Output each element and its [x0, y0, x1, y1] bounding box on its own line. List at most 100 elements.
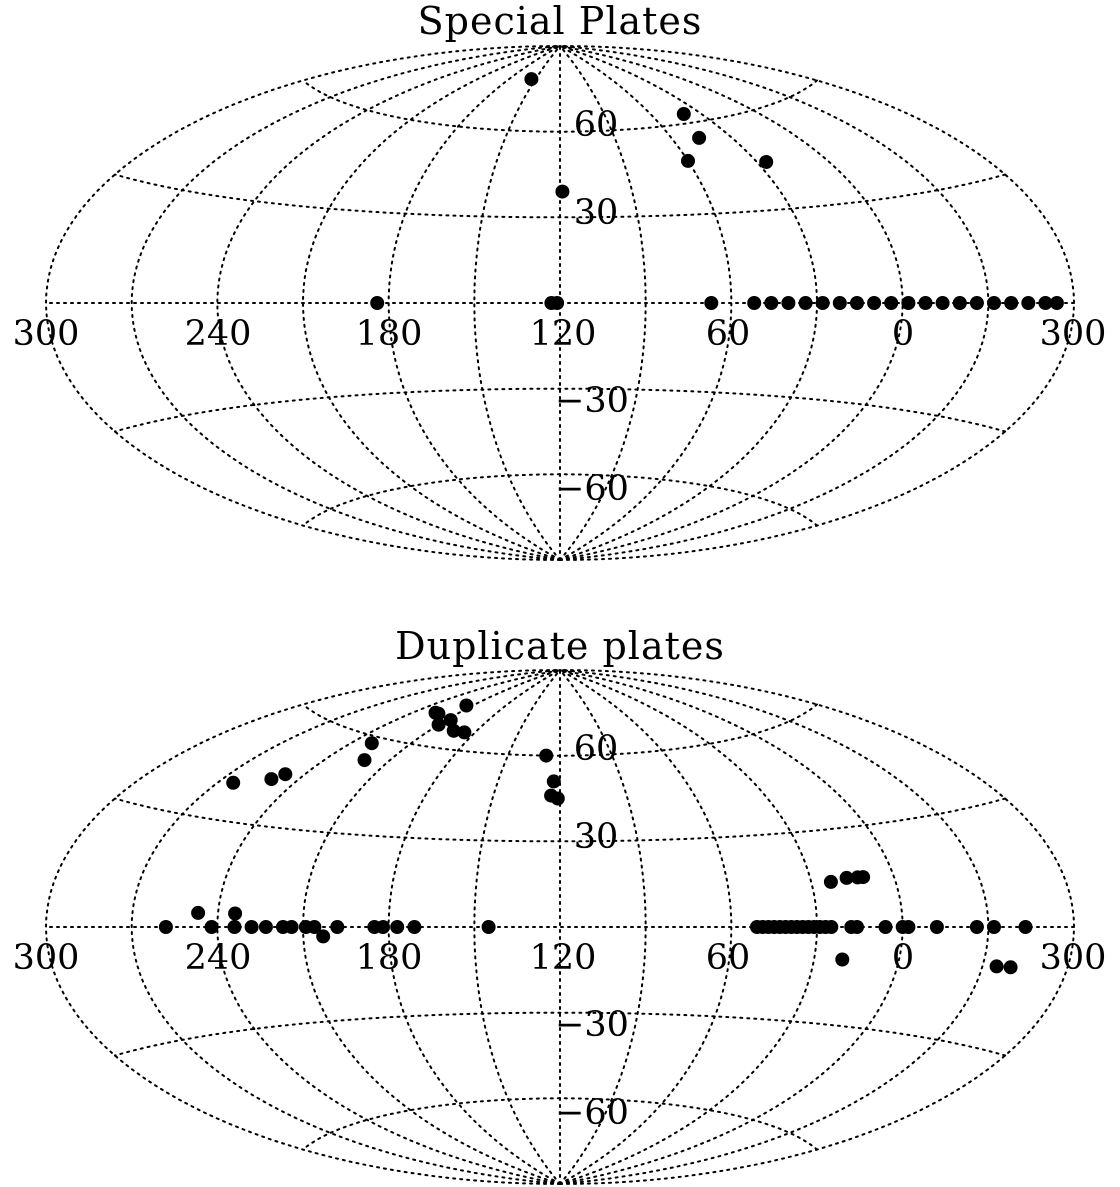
- data-point: [284, 920, 299, 934]
- data-point: [692, 130, 707, 145]
- data-point: [459, 698, 474, 713]
- data-point: [878, 920, 893, 934]
- data-point: [370, 296, 385, 310]
- meridian-line: [44, 669, 561, 1185]
- data-point: [546, 774, 561, 789]
- lon-tick-label: 120: [530, 938, 597, 978]
- parallel-line: [113, 173, 1007, 219]
- data-point: [307, 920, 322, 934]
- data-point: [884, 296, 899, 310]
- parallel-line: [113, 797, 1007, 843]
- lon-tick-label: 300: [13, 938, 80, 978]
- meridian-line: [559, 45, 647, 561]
- parallel-line: [302, 79, 818, 133]
- data-point: [1018, 920, 1033, 934]
- data-point: [1049, 296, 1064, 310]
- lon-tick-label: 240: [185, 938, 252, 978]
- data-point: [676, 107, 691, 121]
- special-plates-grid: [44, 45, 1076, 561]
- lon-tick-label: 120: [530, 314, 597, 354]
- lon-tick-label: 180: [356, 938, 423, 978]
- data-point: [815, 296, 830, 310]
- lon-tick-label: 300: [1040, 938, 1107, 978]
- data-point: [969, 296, 984, 310]
- meridian-line: [216, 669, 561, 1185]
- data-point: [330, 920, 345, 934]
- special-plates-latitude-labels: 60 30 −30 −60: [555, 105, 629, 509]
- data-point: [457, 725, 472, 740]
- data-point: [835, 952, 850, 967]
- data-point: [1038, 296, 1053, 310]
- data-point: [935, 296, 950, 310]
- lat-tick-label: 30: [574, 817, 619, 857]
- lon-tick-label: 0: [892, 314, 914, 354]
- data-point: [555, 184, 570, 199]
- data-point: [278, 767, 293, 782]
- data-point: [226, 775, 241, 790]
- duplicate-plates-longitude-labels: 300 240 180 120 60 0 300: [13, 938, 1107, 978]
- parallel-line: [302, 703, 818, 757]
- data-point: [969, 920, 984, 934]
- data-point: [989, 959, 1004, 974]
- duplicate-plates-points: [158, 698, 1033, 975]
- data-point: [364, 736, 379, 751]
- special-plates-points: [370, 72, 1064, 310]
- meridian-line: [44, 45, 561, 561]
- parallel-line: [302, 1097, 818, 1151]
- lon-tick-label: 300: [13, 314, 80, 354]
- special-plates-longitude-labels: 300 240 180 120 60 0 300: [13, 314, 1107, 354]
- data-point: [316, 929, 331, 944]
- parallel-line: [302, 473, 818, 527]
- lat-tick-label: 60: [574, 105, 619, 145]
- lat-tick-label: 60: [574, 729, 619, 769]
- data-point: [481, 920, 496, 934]
- data-point: [158, 920, 173, 934]
- lat-tick-label: −30: [555, 1005, 629, 1045]
- data-point: [781, 296, 796, 310]
- data-point: [376, 920, 390, 934]
- data-point: [704, 296, 719, 310]
- lat-tick-label: −60: [555, 1093, 629, 1133]
- lat-tick-label: −30: [555, 381, 629, 421]
- data-point: [228, 906, 243, 921]
- data-point: [798, 296, 813, 310]
- data-point: [856, 870, 871, 885]
- lon-tick-label: 300: [1040, 314, 1107, 354]
- data-point: [823, 874, 838, 889]
- data-point: [539, 748, 554, 763]
- parallel-line: [113, 387, 1007, 433]
- data-point: [204, 920, 219, 934]
- data-point: [244, 920, 259, 934]
- lat-tick-label: −60: [555, 469, 629, 509]
- data-point: [987, 920, 1001, 934]
- duplicate-plates-title: Duplicate plates: [395, 624, 725, 668]
- data-point: [431, 717, 446, 732]
- data-point: [443, 713, 458, 728]
- duplicate-plates-grid: [44, 669, 1076, 1185]
- data-point: [446, 723, 461, 738]
- data-point: [759, 155, 774, 169]
- meridian-line: [559, 669, 647, 1185]
- lon-tick-label: 0: [892, 938, 914, 978]
- data-point: [867, 296, 882, 310]
- special-plates-panel: Special Plates 60 30 −30 −60 300 240 180…: [13, 0, 1107, 561]
- lat-tick-label: 30: [574, 193, 619, 233]
- data-point: [987, 296, 1001, 310]
- duplicate-plates-panel: Duplicate plates 60 30 −30 −60 300 240 1…: [13, 624, 1107, 1185]
- data-point: [850, 920, 864, 934]
- special-plates-title: Special Plates: [418, 0, 703, 43]
- data-point: [832, 296, 847, 310]
- data-point: [929, 920, 944, 934]
- lon-tick-label: 240: [185, 314, 252, 354]
- data-point: [681, 153, 695, 168]
- data-point: [747, 296, 762, 310]
- data-point: [839, 870, 854, 885]
- data-point: [524, 72, 539, 87]
- data-point: [1003, 960, 1018, 975]
- data-point: [357, 753, 372, 768]
- data-point: [764, 296, 779, 310]
- data-point: [258, 920, 273, 934]
- parallel-line: [113, 1011, 1007, 1057]
- data-point: [191, 905, 206, 920]
